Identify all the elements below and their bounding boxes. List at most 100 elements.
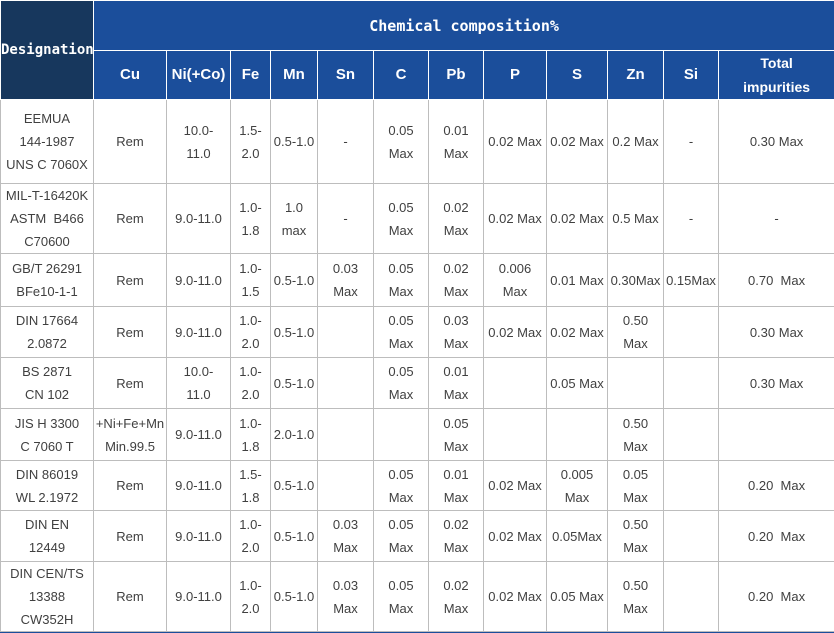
column-header-ni: Ni(+Co) — [166, 50, 231, 100]
value-cell: 0.03 Max — [317, 561, 374, 632]
column-header-total-impurities: Total impurities — [717, 50, 834, 100]
value-cell — [317, 306, 374, 358]
value-cell: Rem — [93, 253, 167, 307]
column-header-mn: Mn — [270, 50, 318, 100]
group-title-header: Chemical composition% — [92, 0, 834, 51]
designation-cell: BS 2871 CN 102 — [0, 357, 94, 409]
value-cell — [317, 357, 374, 409]
value-cell — [663, 408, 719, 461]
value-cell: 0.02 Max — [546, 99, 608, 184]
value-cell: 9.0-11.0 — [166, 253, 231, 307]
value-cell: 0.05 Max — [546, 561, 608, 632]
value-cell: 0.03 Max — [428, 306, 484, 358]
value-cell: 1.0- 2.0 — [230, 357, 271, 409]
column-header-c: C — [373, 50, 429, 100]
value-cell: 0.02 Max — [546, 306, 608, 358]
value-cell: 0.02 Max — [483, 183, 547, 254]
value-cell: 0.20 Max — [717, 561, 834, 632]
value-cell: Rem — [93, 357, 167, 409]
value-cell: 9.0-11.0 — [166, 183, 231, 254]
value-cell: 1.0- 2.0 — [230, 510, 271, 562]
value-cell — [483, 357, 547, 409]
value-cell: 0.5-1.0 — [270, 357, 318, 409]
value-cell: Rem — [93, 99, 167, 184]
designation-cell: MIL-T-16420K ASTM B466 C70600 — [0, 183, 94, 254]
value-cell: 0.02 Max — [428, 561, 484, 632]
designation-cell: GB/T 26291 BFe10-1-1 — [0, 253, 94, 307]
value-cell — [663, 460, 719, 511]
value-cell: 0.50 Max — [607, 408, 664, 461]
value-cell: 0.5-1.0 — [270, 510, 318, 562]
value-cell — [317, 460, 374, 511]
value-cell: 0.02 Max — [428, 253, 484, 307]
value-cell: 9.0-11.0 — [166, 408, 231, 461]
value-cell: 0.05 Max — [373, 183, 429, 254]
value-cell: 0.5 Max — [607, 183, 664, 254]
value-cell: 10.0- 11.0 — [166, 357, 231, 409]
value-cell: 0.20 Max — [717, 460, 834, 511]
value-cell: 0.05 Max — [428, 408, 484, 461]
designation-cell: DIN CEN/TS 13388 CW352H — [0, 561, 94, 632]
value-cell: 0.05 Max — [607, 460, 664, 511]
value-cell: 9.0-11.0 — [166, 561, 231, 632]
table-row: GB/T 26291 BFe10-1-1 Rem 9.0-11.0 1.0- 1.5 0… — [0, 253, 834, 307]
value-cell: 0.50 Max — [607, 306, 664, 358]
value-cell — [317, 408, 374, 461]
value-cell: 1.0- 1.8 — [230, 183, 271, 254]
designation-header: Designation — [0, 0, 94, 100]
designation-cell: DIN EN 12449 — [0, 510, 94, 562]
value-cell: 0.05 Max — [373, 561, 429, 632]
value-cell: 1.0- 1.5 — [230, 253, 271, 307]
value-cell: 0.15Max — [663, 253, 719, 307]
value-cell — [607, 357, 664, 409]
value-cell: 1.0 max — [270, 183, 318, 254]
value-cell: +Ni+Fe+Mn Min.99.5 — [93, 408, 167, 461]
value-cell — [483, 408, 547, 461]
value-cell: 0.05 Max — [373, 460, 429, 511]
value-cell: 1.0- 1.8 — [230, 408, 271, 461]
value-cell: 0.01 Max — [546, 253, 608, 307]
designation-cell: DIN 17664 2.0872 — [0, 306, 94, 358]
value-cell — [663, 306, 719, 358]
table-body: EEMUA 144-1987 UNS C 7060X Rem 10.0- 11.0 1… — [0, 99, 834, 632]
value-cell: 0.02 Max — [483, 306, 547, 358]
value-cell: 0.30 Max — [717, 306, 834, 358]
value-cell: 0.05 Max — [373, 510, 429, 562]
value-cell: 0.03 Max — [317, 510, 374, 562]
table-row: DIN CEN/TS 13388 CW352H Rem 9.0-11.0 1.0- 2… — [0, 561, 834, 632]
value-cell: 0.70 Max — [717, 253, 834, 307]
value-cell: 0.02 Max — [546, 183, 608, 254]
value-cell: 1.0- 2.0 — [230, 306, 271, 358]
value-cell: 9.0-11.0 — [166, 306, 231, 358]
value-cell: 0.03 Max — [317, 253, 374, 307]
value-cell: - — [317, 99, 374, 184]
table-row: DIN 86019 WL 2.1972 Rem 9.0-11.0 1.5- 1.8 0.… — [0, 460, 834, 511]
value-cell: 0.50 Max — [607, 510, 664, 562]
table-row: DIN 17664 2.0872 Rem 9.0-11.0 1.0- 2.0 0.5-1… — [0, 306, 834, 358]
value-cell: 1.5- 1.8 — [230, 460, 271, 511]
header-row-columns: Cu Ni(+Co) Fe Mn Sn C Pb P S Zn Si Total… — [1, 50, 834, 100]
column-header-zn: Zn — [607, 50, 664, 100]
value-cell: 9.0-11.0 — [166, 460, 231, 511]
table-row: BS 2871 CN 102 Rem 10.0- 11.0 1.0- 2.0 0.5-1… — [0, 357, 834, 409]
column-header-s: S — [546, 50, 608, 100]
value-cell: 0.30 Max — [717, 99, 834, 184]
value-cell: 0.2 Max — [607, 99, 664, 184]
value-cell: 0.01 Max — [428, 99, 484, 184]
value-cell: 9.0-11.0 — [166, 510, 231, 562]
value-cell: - — [317, 183, 374, 254]
value-cell: 0.30 Max — [717, 357, 834, 409]
value-cell — [546, 408, 608, 461]
value-cell: Rem — [93, 183, 167, 254]
value-cell: 0.005 Max — [546, 460, 608, 511]
value-cell: - — [663, 99, 719, 184]
table-row: DIN EN 12449 Rem 9.0-11.0 1.0- 2.0 0.5-1.0 0.… — [0, 510, 834, 562]
value-cell: 0.5-1.0 — [270, 306, 318, 358]
value-cell — [717, 408, 834, 461]
value-cell: 0.02 Max — [483, 561, 547, 632]
value-cell: 0.5-1.0 — [270, 253, 318, 307]
value-cell: 0.02 Max — [483, 99, 547, 184]
value-cell: - — [717, 183, 834, 254]
